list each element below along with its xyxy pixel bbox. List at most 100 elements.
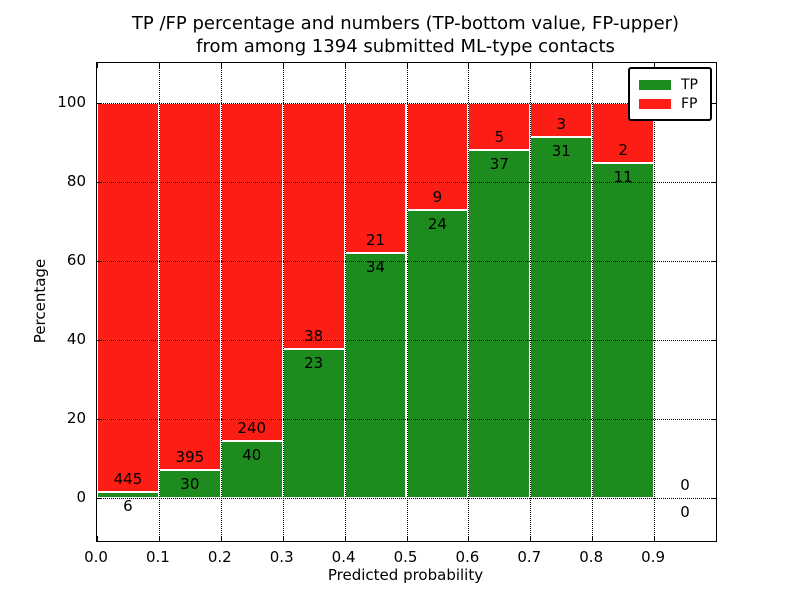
fp-count-label: 9 [432, 188, 443, 207]
x-tick-mark [530, 536, 532, 541]
tp-count-label: 11 [613, 168, 633, 187]
plot-area: 445 6 395 30 240 40 38 23 21 34 9 24 5 37 3 31 2 11 0 0 [96, 62, 717, 542]
y-tick-label: 40 [66, 329, 86, 348]
fp-count-label: 395 [175, 447, 205, 466]
fp-count-label: 38 [304, 326, 324, 345]
fp-bar-segment [282, 102, 345, 349]
y-tick-mark [711, 339, 716, 341]
fp-bar-segment [344, 102, 407, 254]
legend-label-fp: FP [681, 95, 698, 112]
tp-count-label: 6 [123, 497, 133, 516]
x-tick-mark [592, 536, 594, 541]
x-tick-mark [654, 536, 656, 541]
y-tick-mark [711, 418, 716, 420]
tp-bar-segment [282, 348, 345, 498]
tp-bar-segment [97, 492, 159, 498]
tp-bar-segment [406, 210, 469, 498]
y-tick-label: 100 [57, 92, 86, 111]
gridline-vertical [282, 63, 284, 541]
y-tick-label: 0 [76, 487, 86, 506]
y-tick-mark [97, 497, 102, 499]
y-tick-label: 60 [66, 250, 86, 269]
x-tick-mark [592, 63, 594, 68]
y-tick-mark [97, 339, 102, 341]
gridline-vertical [220, 63, 222, 541]
x-tick-label: 0.4 [331, 548, 356, 566]
x-tick-label: 0.3 [269, 548, 294, 566]
x-tick-mark [97, 63, 98, 68]
x-tick-mark [158, 536, 160, 541]
fp-bar-segment [158, 102, 221, 470]
y-tick-mark [711, 497, 716, 499]
chart-title-line1: TP /FP percentage and numbers (TP-bottom… [131, 13, 680, 34]
x-tick-mark [654, 63, 656, 68]
x-tick-label: 0.6 [455, 548, 480, 566]
gridline-vertical [158, 63, 160, 541]
x-tick-mark [344, 536, 346, 541]
x-tick-label: 0.5 [393, 548, 418, 566]
fp-bar-segment [530, 102, 593, 138]
fp-count-label: 0 [680, 475, 690, 494]
x-tick-label: 0.8 [579, 548, 604, 566]
x-tick-label: 0.1 [145, 548, 170, 566]
chart-title-line2: from among 1394 submitted ML-type contac… [196, 36, 615, 57]
fp-count-label: 2 [618, 141, 628, 160]
tp-count-label: 40 [242, 446, 262, 465]
tp-count-label: 37 [489, 154, 509, 173]
fp-count-label: 21 [366, 231, 386, 250]
tp-count-label: 31 [551, 142, 571, 161]
y-tick-label: 20 [66, 408, 86, 427]
y-tick-mark [97, 102, 102, 104]
x-axis-label: Predicted probability [327, 566, 484, 584]
x-tick-mark [406, 63, 408, 68]
legend-entry-tp: TP [639, 75, 701, 94]
tp-count-label: 34 [366, 258, 386, 277]
y-tick-mark [97, 418, 102, 420]
fp-bar-segment [97, 102, 159, 493]
y-tick-mark [711, 102, 716, 104]
y-tick-mark [711, 260, 716, 262]
y-tick-mark [97, 260, 102, 262]
y-tick-label: 80 [66, 171, 86, 190]
x-tick-label: 0.7 [517, 548, 542, 566]
tp-count-label: 24 [427, 215, 447, 234]
fp-count-label: 240 [237, 419, 267, 438]
tp-count-label: 0 [680, 502, 690, 521]
gridline-vertical [468, 63, 470, 541]
tp-bar-segment [468, 149, 531, 498]
legend: TP FP [628, 67, 712, 121]
x-tick-mark [530, 63, 532, 68]
tp-bar-segment [158, 469, 221, 498]
tp-bar-segment [530, 137, 593, 498]
x-tick-mark [468, 63, 470, 68]
tp-swatch [639, 79, 671, 90]
legend-entry-fp: FP [639, 94, 701, 113]
x-tick-mark [158, 63, 160, 68]
fp-count-label: 445 [113, 470, 143, 489]
gridline-vertical [530, 63, 532, 541]
x-tick-mark [406, 536, 408, 541]
x-tick-mark [220, 63, 222, 68]
fp-bar-segment [220, 102, 283, 442]
fp-count-label: 5 [494, 127, 505, 146]
tp-bar-segment [592, 163, 655, 498]
y-tick-mark [97, 181, 102, 183]
x-tick-label: 0.0 [84, 548, 108, 566]
x-tick-mark [344, 63, 346, 68]
y-tick-mark [711, 181, 716, 183]
fp-count-label: 3 [556, 115, 567, 134]
x-tick-mark [468, 536, 470, 541]
x-tick-label: 0.9 [641, 548, 666, 566]
legend-label-tp: TP [681, 76, 698, 93]
gridline-vertical [344, 63, 346, 541]
x-tick-mark [97, 536, 98, 541]
fp-swatch [639, 98, 671, 109]
x-tick-mark [282, 63, 284, 68]
x-tick-mark [220, 536, 222, 541]
gridline-vertical [406, 63, 408, 541]
x-tick-mark [282, 536, 284, 541]
chart-title: TP /FP percentage and numbers (TP-bottom… [96, 12, 715, 58]
gridline-vertical [654, 63, 656, 541]
gridline-vertical [592, 63, 594, 541]
